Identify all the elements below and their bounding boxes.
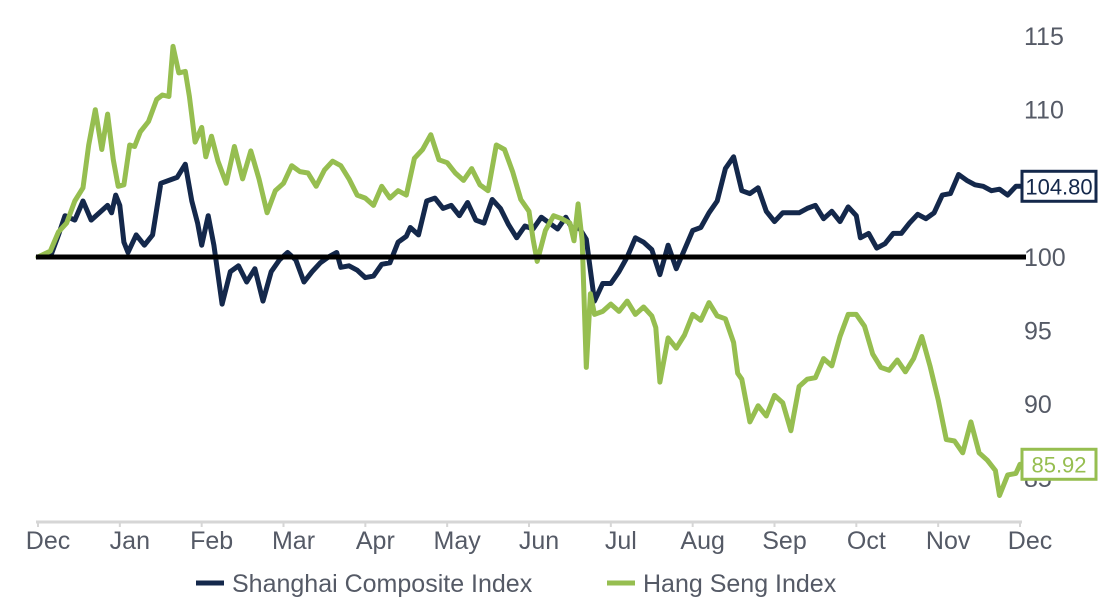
y-tick-label: 90 [1024, 391, 1052, 419]
x-tick-label: Nov [926, 527, 971, 555]
x-tick-label: Mar [272, 527, 315, 555]
legend: Shanghai Composite Index Hang Seng Index [196, 570, 837, 598]
x-tick-label: Dec [26, 527, 70, 555]
legend-label-hangseng: Hang Seng Index [643, 570, 837, 598]
y-tick-label: 95 [1024, 318, 1052, 346]
x-tick-label: Dec [1008, 527, 1052, 555]
y-tick-label: 100 [1024, 244, 1066, 272]
series-line-hangseng [35, 43, 1023, 498]
y-axis: 859095100110115 [1024, 23, 1066, 493]
legend-item-hangseng: Hang Seng Index [607, 570, 837, 598]
series-line-shanghai [35, 154, 1023, 307]
x-tick-label: Oct [847, 527, 886, 555]
end-label-box-shanghai [1020, 169, 1098, 203]
end-label-box-hangseng [1020, 447, 1098, 481]
x-tick-label: Sep [762, 527, 806, 555]
end-label-shanghai: 104.80 [1025, 174, 1092, 199]
x-tick-label: Jul [605, 527, 637, 555]
x-tick-label: Jun [519, 527, 559, 555]
x-axis: Dec Jan Feb Mar Apr May Jun Jul Aug Sep Oct Nov Dec [26, 520, 1052, 555]
legend-label-shanghai: Shanghai Composite Index [232, 570, 533, 598]
legend-item-shanghai: Shanghai Composite Index [196, 570, 533, 598]
x-tick-label: Jan [110, 527, 150, 555]
y-tick-label: 110 [1024, 97, 1064, 125]
series-layer [35, 43, 1023, 498]
y-tick-label: 115 [1024, 23, 1064, 51]
x-tick-label: Feb [190, 527, 233, 555]
x-tick-label: Aug [680, 527, 724, 555]
end-labels: 104.80 85.92 [1020, 169, 1098, 481]
end-label-hangseng: 85.92 [1031, 452, 1086, 477]
x-tick-label: Apr [356, 527, 395, 555]
x-tick-label: May [434, 527, 482, 555]
